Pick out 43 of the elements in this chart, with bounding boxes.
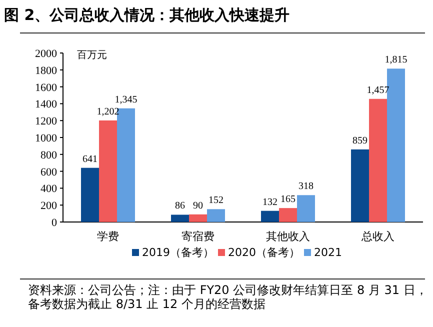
x-tick-label: 总收入 — [360, 230, 394, 243]
x-tick-label: 学费 — [97, 230, 119, 243]
bar — [387, 68, 405, 222]
bar — [117, 108, 135, 222]
y-tick-label: 400 — [40, 183, 58, 196]
y-tick-label: 600 — [40, 166, 58, 178]
y-tick-label: 1600 — [35, 82, 58, 94]
bar — [279, 208, 297, 222]
bar — [189, 214, 207, 222]
bar — [261, 210, 279, 222]
data-label: 641 — [82, 154, 98, 165]
data-label: 318 — [298, 181, 314, 192]
data-label: 152 — [208, 195, 224, 206]
bar — [81, 168, 99, 222]
bar — [369, 98, 387, 222]
y-tick-label: 200 — [40, 200, 58, 212]
bar — [99, 120, 117, 222]
data-label: 165 — [280, 194, 296, 206]
x-tick-label: 其他收入 — [266, 230, 310, 243]
y-tick-label: 1200 — [35, 116, 58, 128]
y-tick-label: 800 — [40, 149, 58, 162]
y-tick-label: 1400 — [35, 98, 58, 111]
legend-label: 2019（备考） — [142, 246, 214, 259]
text: 资料来源：公司公告；注：由于 FY20 公司修改财年结算日至 8 月 31 日，备考数据为截止 8/31 止 12 个月的经营数据 — [28, 283, 428, 311]
data-label: 1,345 — [114, 94, 138, 106]
y-tick-label: 2000 — [35, 48, 58, 60]
bar — [351, 149, 369, 222]
bar — [297, 195, 315, 222]
legend-label: 2020（备考） — [228, 246, 300, 259]
y-tick-label: 1000 — [35, 132, 58, 144]
data-label: 132 — [262, 196, 278, 208]
chart-title: 图 2、公司总收入情况：其他收入快速提升 — [4, 6, 290, 24]
data-label: 86 — [175, 200, 185, 212]
data-label: 90 — [193, 200, 203, 212]
y-axis-title: 百万元 — [77, 50, 107, 61]
x-tick-label: 寄宿费 — [182, 230, 214, 243]
bar — [171, 214, 189, 222]
bar — [207, 209, 225, 222]
y-tick-label: 1800 — [35, 64, 58, 77]
y-tick-label: 0 — [52, 217, 58, 229]
legend-label: 2021 — [314, 246, 342, 259]
data-label: 1,815 — [384, 54, 408, 66]
data-label: 859 — [352, 135, 368, 146]
